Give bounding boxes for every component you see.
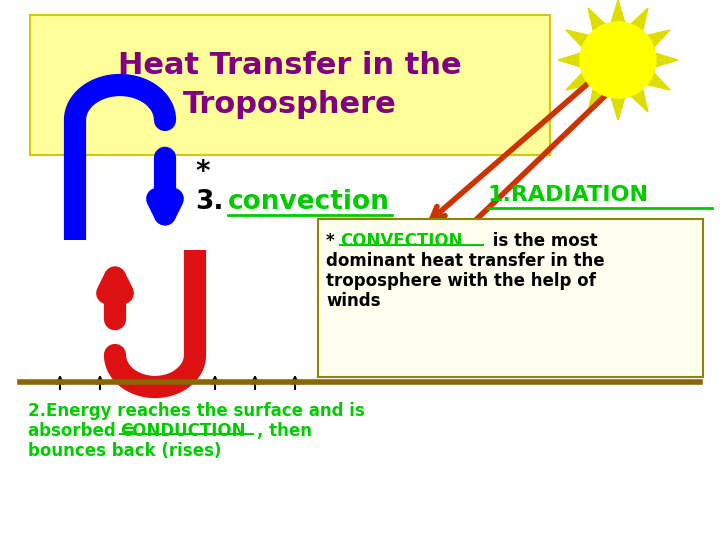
Text: absorbed =: absorbed = [28, 422, 141, 440]
Circle shape [580, 22, 656, 98]
Polygon shape [611, 0, 626, 25]
Polygon shape [566, 71, 591, 90]
Polygon shape [629, 87, 648, 112]
Polygon shape [588, 8, 607, 33]
Text: winds: winds [326, 292, 380, 310]
Text: 3.: 3. [195, 189, 223, 215]
Text: *: * [326, 232, 341, 250]
FancyBboxPatch shape [30, 15, 550, 155]
Polygon shape [644, 30, 670, 49]
Text: is the most: is the most [487, 232, 598, 250]
Text: CONVECTION: CONVECTION [340, 232, 462, 250]
Text: from the sun: from the sun [519, 219, 661, 238]
Text: dominant heat transfer in the: dominant heat transfer in the [326, 252, 605, 270]
Text: bounces back (rises): bounces back (rises) [28, 442, 221, 460]
Polygon shape [611, 95, 626, 120]
Polygon shape [566, 30, 591, 49]
Polygon shape [644, 71, 670, 90]
Polygon shape [653, 52, 678, 68]
FancyBboxPatch shape [318, 219, 703, 377]
Text: 2.Energy reaches the surface and is: 2.Energy reaches the surface and is [28, 402, 365, 420]
Text: 1.RADIATION: 1.RADIATION [488, 185, 649, 205]
Text: Heat Transfer in the
Troposphere: Heat Transfer in the Troposphere [118, 51, 462, 119]
Text: CONDUCTION: CONDUCTION [120, 422, 246, 440]
Text: troposphere with the help of: troposphere with the help of [326, 272, 596, 290]
Polygon shape [629, 8, 648, 33]
Polygon shape [558, 52, 582, 68]
Text: convection: convection [228, 189, 390, 215]
Text: , then: , then [257, 422, 312, 440]
Text: *: * [195, 158, 210, 186]
Polygon shape [588, 87, 607, 112]
